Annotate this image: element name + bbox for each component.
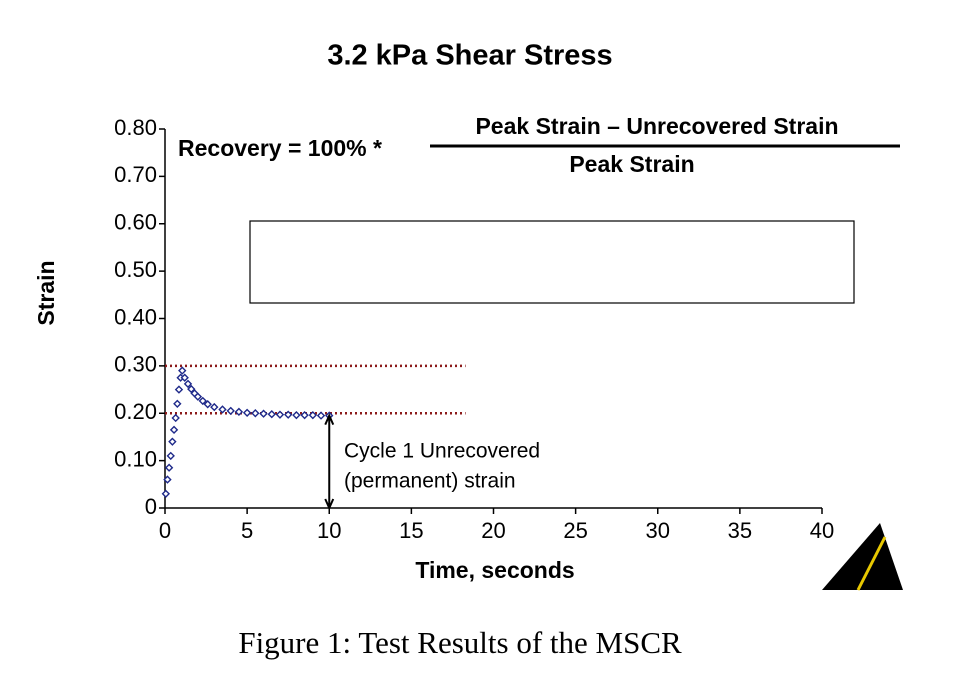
point — [193, 392, 203, 401]
point — [275, 410, 285, 419]
formula-numerator: Peak Strain – Unrecovered Strain — [475, 113, 838, 139]
x-tick-label: 20 — [481, 518, 505, 543]
y-tick-label: 0.70 — [114, 162, 157, 187]
point — [180, 373, 189, 382]
y-tick-label: 0.80 — [114, 115, 157, 140]
x-tick-label: 25 — [563, 518, 587, 543]
point — [316, 411, 326, 420]
arrow — [324, 413, 335, 511]
annotation: Cycle 1 Unrecovered — [344, 440, 540, 463]
point — [168, 437, 177, 446]
x-tick-label: 35 — [728, 518, 752, 543]
x-tick-label: 10 — [317, 518, 341, 543]
point — [169, 425, 179, 435]
point — [308, 410, 318, 420]
point — [267, 410, 276, 419]
annotation: (permanent) strain — [344, 470, 516, 493]
point — [163, 475, 172, 484]
y-tick-label: 0.50 — [114, 257, 157, 282]
point — [251, 409, 260, 418]
point — [210, 402, 219, 412]
y-tick-label: 0.30 — [114, 352, 157, 377]
point — [174, 385, 184, 394]
x-tick-label: 40 — [810, 518, 834, 543]
y-tick-label: 0.60 — [114, 210, 157, 235]
y-tick-label: 0.20 — [114, 399, 157, 424]
empty-box — [249, 220, 855, 304]
logo-stripe — [856, 536, 887, 591]
point — [171, 413, 180, 423]
point — [183, 379, 193, 389]
formula-denominator: Peak Strain — [569, 151, 694, 177]
y-axis-label: Strain — [33, 260, 59, 325]
y-tick-label: 0 — [145, 494, 157, 519]
point — [203, 400, 212, 409]
point — [218, 405, 227, 414]
point — [242, 408, 252, 417]
y-tick-label: 0.40 — [114, 304, 157, 329]
point — [292, 410, 301, 420]
x-tick-label: 5 — [241, 518, 253, 543]
point — [164, 463, 174, 472]
point — [234, 407, 244, 417]
point — [173, 399, 182, 408]
x-tick-label: 0 — [159, 518, 171, 543]
point — [259, 409, 268, 418]
point — [283, 410, 293, 419]
point — [300, 410, 309, 420]
point — [187, 384, 196, 394]
point — [198, 396, 207, 406]
point — [226, 406, 235, 416]
figure-caption: Figure 1: Test Results of the MSCR — [238, 625, 682, 660]
chart-title: 3.2 kPa Shear Stress — [327, 40, 612, 72]
formula-lhs: Recovery = 100% * — [178, 135, 382, 161]
point — [178, 366, 187, 375]
x-axis-label: Time, seconds — [415, 557, 574, 583]
y-tick-label: 0.10 — [114, 446, 157, 471]
point — [161, 489, 171, 498]
x-tick-label: 30 — [646, 518, 670, 543]
x-tick-label: 15 — [399, 518, 423, 543]
point — [166, 451, 175, 461]
